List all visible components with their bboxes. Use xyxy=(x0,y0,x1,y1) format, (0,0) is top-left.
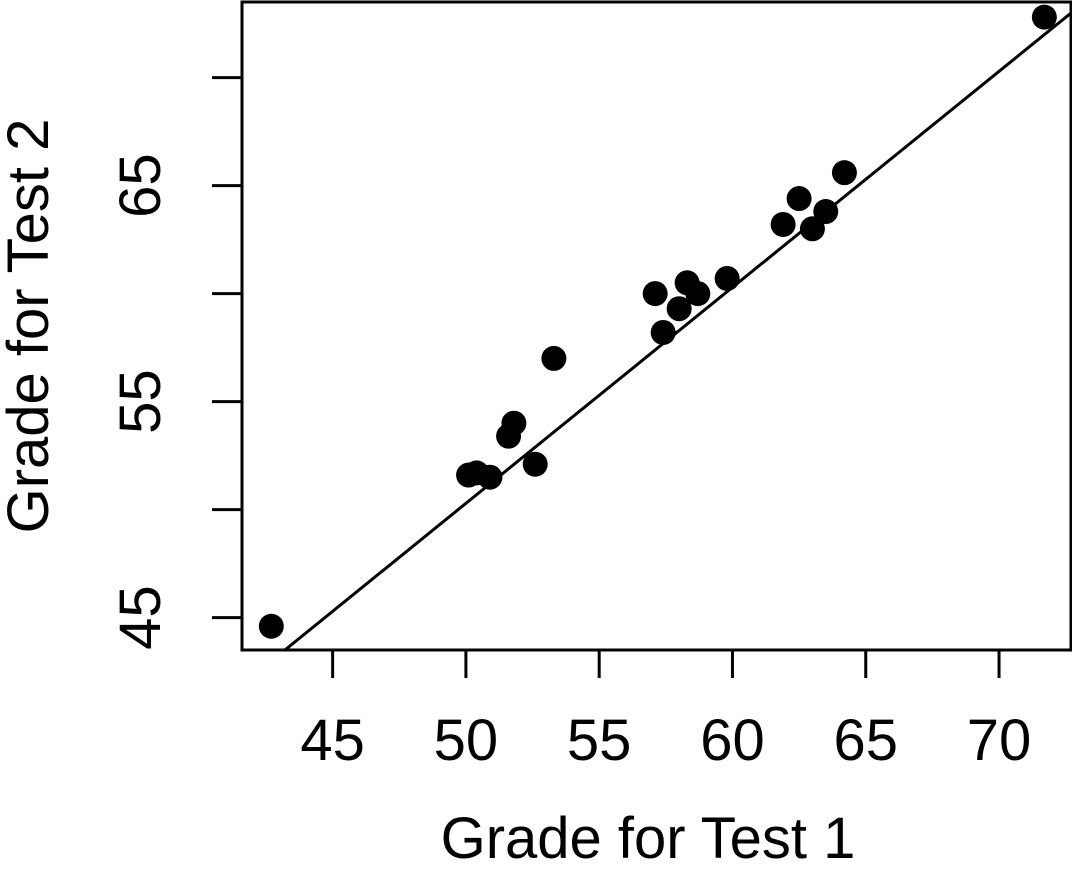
data-point-18 xyxy=(813,199,839,225)
data-point-19 xyxy=(831,160,857,186)
plot-area xyxy=(258,4,1071,650)
data-point-8 xyxy=(541,345,567,371)
data-point-11 xyxy=(666,296,692,322)
y-tick-label-45: 45 xyxy=(108,585,173,650)
data-point-15 xyxy=(770,211,796,237)
plot-layer xyxy=(258,4,1071,650)
x-tick-label-70: 70 xyxy=(967,708,1032,773)
data-point-20 xyxy=(1031,4,1057,30)
data-point-1 xyxy=(258,613,284,639)
x-tick-label-45: 45 xyxy=(300,708,365,773)
y-axis-label: Grade for Test 2 xyxy=(0,119,61,534)
data-point-10 xyxy=(650,319,676,345)
axes-layer: 45 50 55 60 65 70 45 55 65 xyxy=(108,0,1072,773)
data-point-9 xyxy=(642,281,668,307)
data-point-6 xyxy=(501,410,527,436)
data-point-13 xyxy=(685,281,711,307)
x-tick-label-55: 55 xyxy=(567,708,632,773)
fit-line xyxy=(282,11,1071,650)
y-tick-label-55: 55 xyxy=(108,369,173,434)
x-tick-label-50: 50 xyxy=(434,708,499,773)
x-axis-label: Grade for Test 1 xyxy=(441,806,856,871)
x-tick-label-60: 60 xyxy=(700,708,765,773)
data-point-7 xyxy=(522,451,548,477)
data-point-14 xyxy=(714,265,740,291)
y-tick-label-65: 65 xyxy=(108,153,173,218)
data-point-4 xyxy=(477,464,503,490)
data-point-16 xyxy=(786,186,812,212)
x-tick-label-65: 65 xyxy=(833,708,898,773)
plot-frame xyxy=(240,0,1072,652)
data-point-17 xyxy=(799,216,825,242)
